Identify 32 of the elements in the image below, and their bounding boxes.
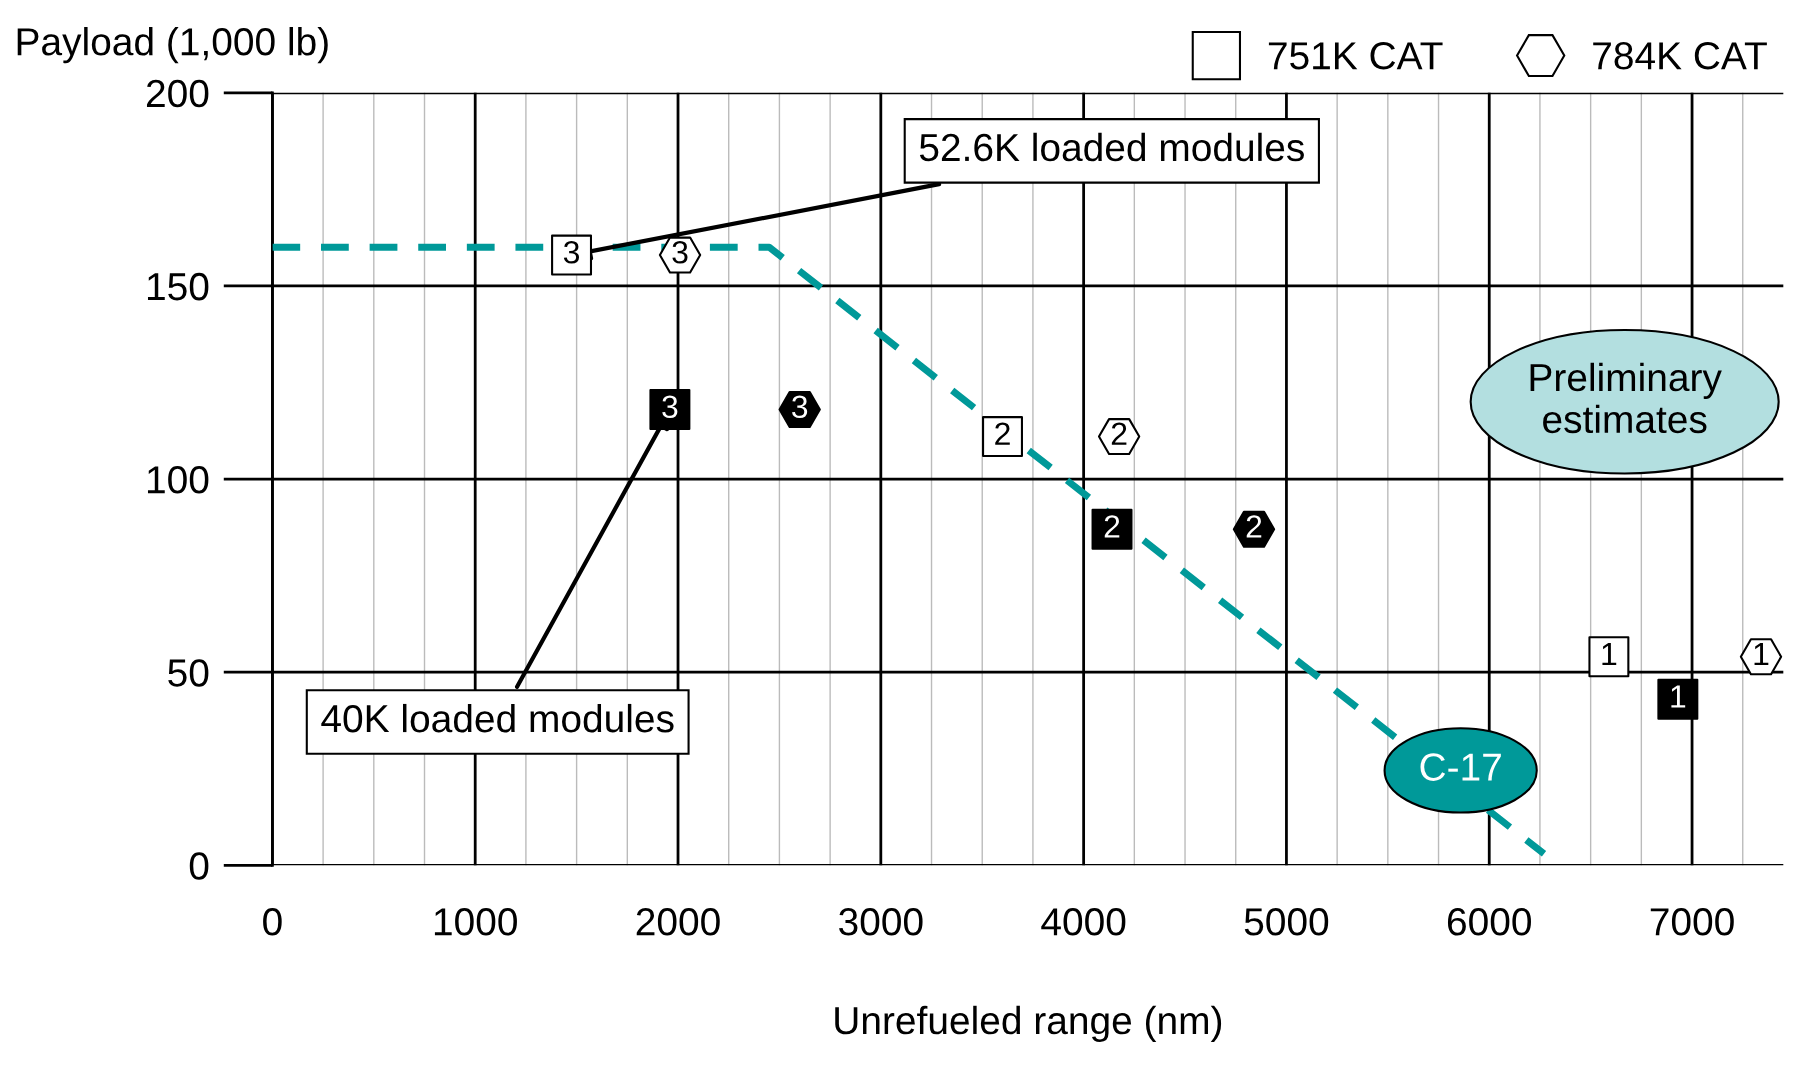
x-tick-label: 7000 xyxy=(1650,908,1734,936)
legend-label: 751K CAT xyxy=(1268,42,1443,70)
y-tick-label: 50 xyxy=(168,659,209,687)
annotation: 2 xyxy=(1104,515,1120,538)
x-tick-label: 4000 xyxy=(1041,908,1126,936)
annotation: 2 xyxy=(1246,515,1262,538)
x-tick-label: 5000 xyxy=(1244,908,1329,936)
y-tick-label: 200 xyxy=(146,79,209,108)
annotation: 1 xyxy=(1671,685,1686,708)
annotation: 2 xyxy=(1111,422,1127,445)
x-axis-title: Unrefueled range (nm) xyxy=(835,1005,1222,1043)
annotation: 3 xyxy=(792,395,808,419)
y-tick-label: 150 xyxy=(147,272,209,301)
y-tick-label: 0 xyxy=(189,852,209,880)
annotation: Preliminary estimates xyxy=(1530,362,1722,434)
annotation: 1 xyxy=(1754,643,1769,666)
annotation: 3 xyxy=(672,240,688,264)
series-label: C-17 xyxy=(1420,753,1501,781)
x-tick-label: 1000 xyxy=(434,908,517,936)
annotation: 2 xyxy=(995,422,1010,445)
annotation: 3 xyxy=(662,395,678,419)
annotation: 3 xyxy=(563,240,580,264)
y-tick-label: 100 xyxy=(147,466,209,494)
legend-label: 784K CAT xyxy=(1593,42,1767,70)
x-tick-label: 3000 xyxy=(839,908,923,936)
annotation: 1 xyxy=(1602,643,1617,666)
x-tick-label: 2000 xyxy=(636,908,720,936)
x-tick-label: 6000 xyxy=(1447,908,1531,936)
x-tick-label: 0 xyxy=(263,908,282,936)
annotation: 52.6K loaded modules xyxy=(919,132,1304,162)
annotation: 40K loaded modules xyxy=(321,703,674,733)
y-axis-title: Payload (1,000 lb) xyxy=(17,26,328,64)
